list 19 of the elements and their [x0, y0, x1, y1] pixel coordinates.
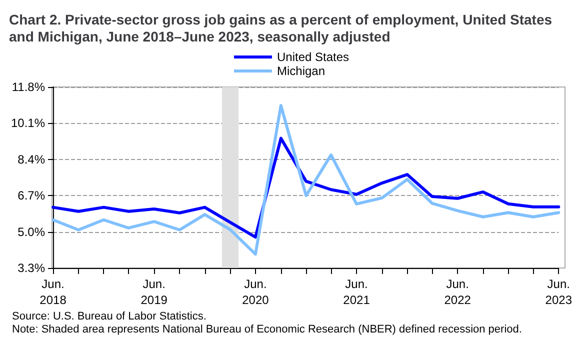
x-tick-label: Jun. 2019	[140, 277, 168, 307]
y-tick-label: 3.3%	[18, 261, 46, 275]
y-tick-label: 11.8%	[12, 80, 46, 94]
text: Note: Shaded area represents National Bureau of Economic Research (NBER) defined recession period.	[12, 324, 522, 336]
y-tick-label: 5.0%	[18, 224, 46, 239]
legend-label: United States	[276, 50, 350, 64]
x-tick-label: Jun. 2018	[40, 277, 67, 307]
chart-title: Chart 2. Private-sector gross job gains as a percent of employment, United States and Michigan, June 2018–June 2023, seasonally adjusted	[9, 12, 556, 44]
x-tick-label: Jun. 2020	[242, 277, 270, 307]
y-tick-label: 6.7%	[18, 188, 46, 203]
line-series	[52, 104, 560, 256]
x-tick-label: Jun. 2023	[545, 277, 572, 307]
line-series	[52, 136, 560, 239]
source-note: Source: U.S. Bureau of Labor Statistics.	[12, 310, 206, 322]
legend-label: Michigan	[276, 64, 326, 78]
y-tick-label: 8.4%	[18, 152, 46, 166]
x-tick-label: Jun. 2022	[444, 277, 472, 307]
x-tick-label: Jun. 2021	[343, 277, 370, 307]
y-tick-label: 10.1%	[10, 116, 46, 130]
